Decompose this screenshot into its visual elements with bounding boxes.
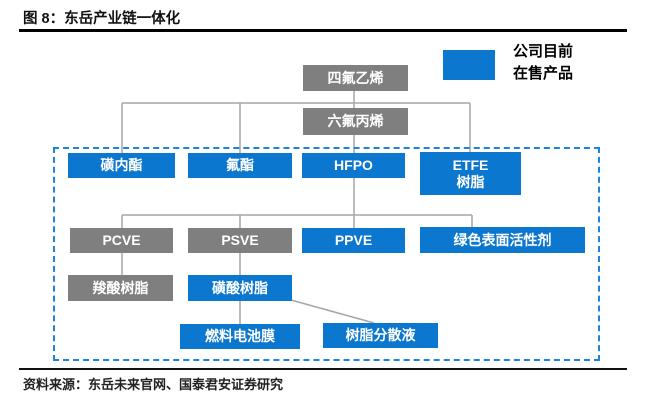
on-sale-products-boundary: [53, 147, 600, 361]
node-ppve: PPVE: [302, 228, 405, 253]
node-fluoroester: 氟酯: [188, 153, 292, 178]
node-sultone: 磺内酯: [68, 153, 175, 178]
title-divider-line: [19, 29, 627, 32]
node-hfpo: HFPO: [302, 153, 405, 178]
footer-divider-line: [19, 368, 627, 370]
node-fuel-cell-membrane: 燃料电池膜: [180, 324, 300, 349]
legend-label-line2: 在售产品: [513, 65, 574, 82]
node-psve: PSVE: [188, 228, 292, 253]
node-hexafluoropropylene: 六氟丙烯: [303, 108, 408, 135]
legend-label: 公司目前 在售产品: [513, 41, 573, 85]
node-sulfonic-resin: 磺酸树脂: [188, 275, 292, 301]
node-carboxylic-resin: 羧酸树脂: [68, 275, 173, 301]
node-tetrafluoroethylene: 四氟乙烯: [303, 65, 408, 91]
legend-on-sale-swatch: [443, 50, 495, 80]
node-green-surfactant: 绿色表面活性剂: [420, 227, 585, 253]
node-etfe-resin: ETFE 树脂: [420, 152, 521, 195]
source-citation: 资料来源：东岳未来官网、国泰君安证券研究: [23, 377, 284, 392]
node-resin-dispersion: 树脂分散液: [323, 323, 438, 348]
legend-label-line1: 公司目前: [513, 43, 574, 60]
node-pcve: PCVE: [70, 228, 173, 253]
figure-title: 图 8：东岳产业链一体化: [23, 11, 181, 27]
